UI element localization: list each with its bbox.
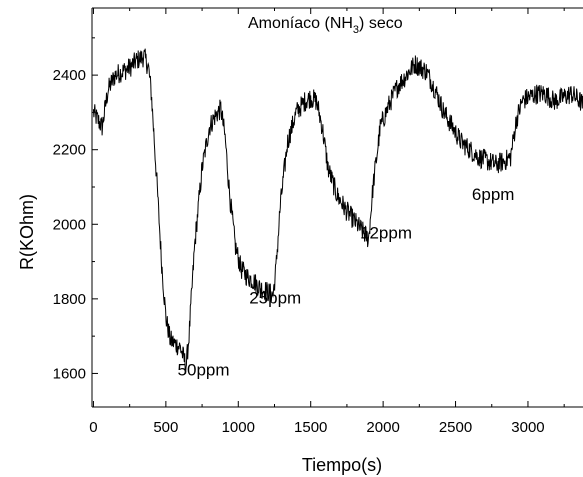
concentration-label: 25ppm: [249, 288, 301, 307]
x-tick-label: 2000: [366, 419, 399, 436]
x-tick-label: 1000: [222, 419, 255, 436]
title-main: Amoníaco (NH: [248, 15, 353, 32]
x-tick-label: 0: [89, 419, 97, 436]
y-tick-label: 1800: [53, 291, 86, 308]
concentration-label: 6ppm: [472, 185, 515, 204]
concentration-label: 12ppm: [360, 223, 412, 242]
chart-title: Amoníaco (NH3) seco: [248, 15, 403, 36]
title-suffix: ) seco: [359, 15, 403, 32]
y-tick-label: 2400: [53, 67, 86, 84]
annotations: 50ppm 25ppm 12ppm 6ppm: [178, 185, 515, 379]
plot-frame: [91, 7, 583, 408]
y-tick-label: 1600: [53, 365, 86, 382]
concentration-label: 50ppm: [178, 360, 230, 379]
resistance-series-line: [92, 48, 583, 374]
x-axis: 0 500 1000 1500 2000 2500 3000: [89, 8, 565, 436]
y-tick-label: 2000: [53, 216, 86, 233]
x-tick-label: 500: [153, 419, 178, 436]
y-tick-label: 2200: [53, 142, 86, 159]
x-tick-label: 1500: [294, 419, 327, 436]
x-axis-title: Tiempo(s): [302, 455, 382, 475]
x-tick-label: 3000: [511, 419, 544, 436]
y-axis-title: R(KOhm): [17, 194, 37, 270]
x-tick-label: 2500: [439, 419, 472, 436]
y-axis: 1600 1800 2000 2200 2400: [53, 37, 98, 382]
title-subscript: 3: [353, 24, 359, 36]
